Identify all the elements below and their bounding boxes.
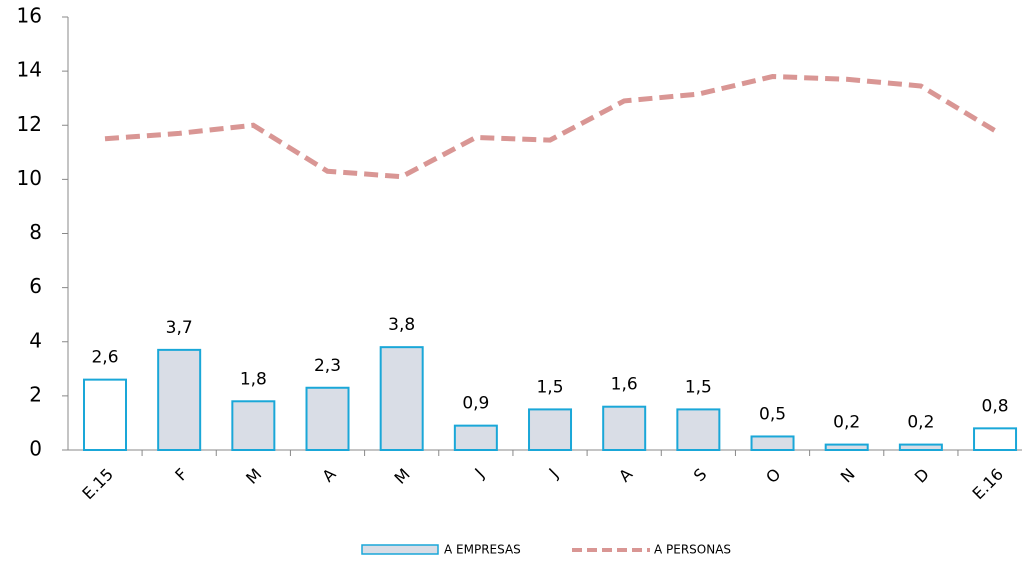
x-tick-label: E.15: [78, 465, 117, 504]
y-tick-label: 6: [29, 274, 42, 298]
bar: [231, 400, 276, 452]
x-tick-label: N: [837, 465, 859, 487]
value-label: 0,2: [833, 413, 860, 433]
value-label: 0,9: [462, 394, 489, 414]
bar: [305, 386, 350, 452]
y-tick-label: 12: [17, 112, 42, 136]
y-tick-label: 8: [29, 220, 42, 244]
y-tick-label: 10: [17, 166, 42, 190]
bar: [157, 348, 202, 451]
bar: [528, 408, 573, 451]
x-tick-label: M: [390, 465, 413, 488]
x-tick-label: F: [171, 465, 191, 485]
bar: [453, 424, 498, 451]
legend-swatch: [361, 544, 439, 555]
x-tick-label: A: [318, 465, 339, 486]
y-tick-label: 0: [29, 437, 42, 461]
value-label: 2,6: [91, 348, 118, 368]
value-label: 1,6: [611, 375, 638, 395]
value-label: 1,5: [536, 377, 563, 397]
x-tick-label: S: [690, 465, 711, 486]
value-label: 3,7: [166, 318, 193, 338]
x-tick-label: A: [615, 465, 636, 486]
bar: [602, 405, 647, 452]
value-label: 3,8: [388, 315, 415, 335]
y-tick-label: 14: [17, 58, 42, 82]
legend-label: A EMPRESAS: [444, 543, 521, 557]
bar: [676, 408, 721, 451]
bar: [83, 378, 127, 452]
value-label: 1,8: [240, 369, 267, 389]
bar: [973, 427, 1018, 452]
value-label: 2,3: [314, 356, 341, 376]
y-tick-label: 2: [29, 382, 42, 406]
x-tick-label: J: [470, 465, 487, 482]
line: [104, 74, 997, 180]
legend-label: A PERSONAS: [654, 543, 731, 557]
bar: [750, 435, 795, 451]
bar: [379, 346, 424, 452]
value-label: 1,5: [685, 377, 712, 397]
x-tick-label: E.16: [968, 465, 1007, 504]
y-tick-label: 16: [17, 4, 42, 28]
y-tick-label: 4: [29, 328, 42, 352]
x-tick-label: J: [545, 465, 562, 482]
bar: [898, 443, 943, 451]
x-tick-label: O: [762, 465, 784, 487]
bar: [824, 443, 869, 451]
x-tick-label: D: [911, 465, 933, 487]
value-label: 0,8: [982, 396, 1009, 416]
value-label: 0,5: [759, 404, 786, 424]
value-label: 0,2: [907, 413, 934, 433]
x-tick-label: M: [242, 465, 265, 488]
